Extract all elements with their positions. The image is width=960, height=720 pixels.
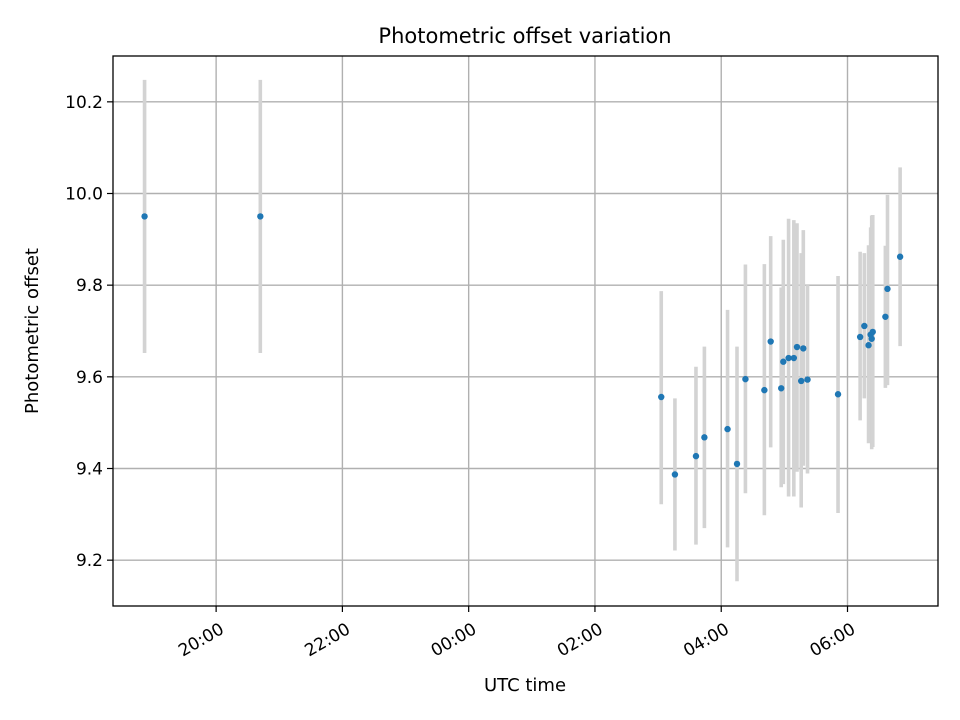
data-point — [780, 358, 787, 365]
y-tick-label: 9.6 — [76, 368, 103, 388]
data-point — [778, 385, 785, 392]
data-point — [692, 452, 700, 460]
data-point — [884, 285, 891, 293]
x-axis-label: UTC time — [484, 675, 566, 696]
data-point — [861, 322, 868, 330]
y-tick-label: 9.2 — [76, 551, 103, 571]
data-point — [701, 434, 708, 441]
data-point — [896, 253, 904, 260]
plot-frame — [112, 55, 939, 607]
y-axis-label: Photometric offset — [22, 248, 43, 414]
y-axis-ticks: 9.2 9.4 9.6 9.8 10.0 10.2 — [65, 93, 113, 571]
data-point — [804, 376, 811, 383]
data-point — [800, 345, 807, 352]
data-point — [761, 386, 768, 394]
data-point — [793, 343, 801, 351]
data-point — [724, 425, 731, 433]
data-point — [834, 391, 842, 398]
data-point — [869, 328, 876, 336]
y-tick-label: 10.0 — [65, 185, 103, 205]
y-tick-label: 9.8 — [76, 276, 103, 296]
data-point — [882, 313, 889, 320]
y-tick-label: 9.4 — [76, 460, 103, 480]
data-points — [141, 213, 904, 478]
y-tick-label: 10.2 — [65, 93, 103, 113]
data-point — [658, 393, 665, 401]
data-point — [798, 377, 805, 385]
data-point — [257, 213, 264, 220]
data-point — [856, 333, 864, 341]
data-point — [790, 354, 798, 362]
data-point — [141, 213, 148, 220]
chart-title: Photometric offset variation — [378, 24, 671, 48]
data-point — [671, 471, 679, 478]
data-point — [865, 342, 872, 349]
data-point — [742, 375, 749, 383]
data-point — [868, 335, 875, 342]
data-point — [785, 354, 792, 362]
data-point — [767, 338, 774, 345]
data-point — [733, 460, 741, 468]
